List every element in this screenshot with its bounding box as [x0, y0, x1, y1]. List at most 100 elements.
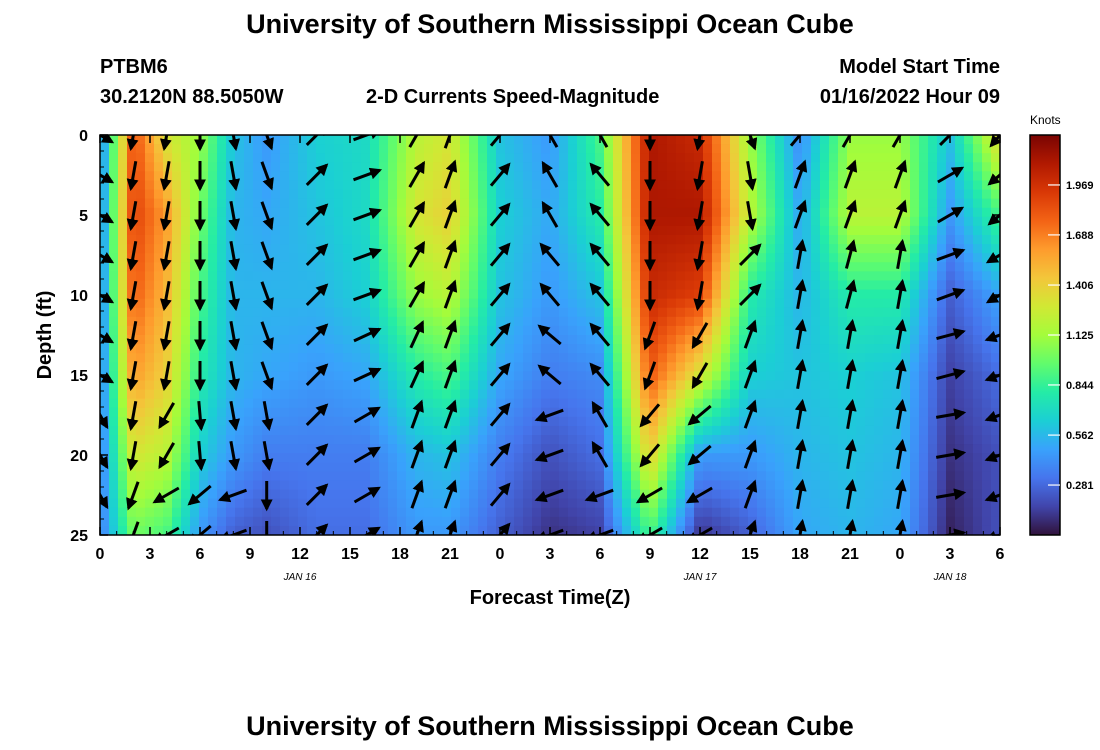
heatmap-cell — [775, 462, 785, 472]
heatmap-cell — [118, 453, 128, 463]
heatmap-cell — [325, 216, 335, 227]
heatmap-cell — [523, 344, 533, 354]
heatmap-cell — [748, 207, 758, 218]
heatmap-cell — [865, 380, 875, 391]
heatmap-cell — [406, 525, 416, 535]
heatmap-cell — [577, 180, 587, 191]
heatmap-cell — [244, 280, 254, 291]
heatmap-cell — [964, 425, 974, 436]
heatmap-cell — [235, 389, 245, 400]
current-arrow — [152, 526, 180, 535]
heatmap-cell — [100, 471, 110, 482]
heatmap-cell — [316, 435, 326, 445]
current-arrow — [743, 319, 758, 349]
heatmap-cell — [325, 180, 335, 191]
current-arrow — [639, 443, 661, 468]
heatmap-cell — [343, 235, 353, 245]
heatmap-cell — [856, 525, 866, 535]
heatmap-cell — [127, 362, 137, 372]
heatmap-cell — [343, 316, 353, 327]
heatmap-cell — [244, 462, 254, 472]
heatmap-cell — [181, 271, 191, 282]
heatmap-cell — [388, 271, 398, 282]
heatmap-cell — [568, 244, 578, 254]
current-arrow — [352, 207, 383, 222]
y-tick-label: 5 — [79, 208, 88, 225]
heatmap-cell — [568, 416, 578, 427]
heatmap-cell — [568, 162, 578, 172]
heatmap-cell — [217, 353, 227, 363]
heatmap-cell — [703, 307, 713, 318]
heatmap-cell — [253, 262, 263, 272]
heatmap-cell — [145, 435, 155, 445]
heatmap-cell — [100, 235, 110, 245]
heatmap-cell — [136, 135, 146, 145]
heatmap-cell — [316, 416, 326, 427]
heatmap-cell — [937, 298, 947, 309]
heatmap-cell — [172, 135, 182, 145]
heatmap-cell — [280, 435, 290, 445]
heatmap-cell — [595, 271, 605, 282]
heatmap-cell — [253, 398, 263, 409]
heatmap-cell — [334, 271, 344, 282]
heatmap-cell — [532, 180, 542, 191]
heatmap-cell — [577, 435, 587, 445]
current-arrow — [987, 173, 1000, 186]
heatmap-cell — [154, 298, 164, 309]
heatmap-cell — [820, 453, 830, 463]
heatmap-cell — [397, 335, 407, 345]
heatmap-cell — [181, 225, 191, 236]
heatmap-cell — [658, 307, 668, 318]
heatmap-cell — [487, 289, 497, 300]
heatmap-cell — [631, 489, 641, 500]
heatmap-cell — [433, 398, 443, 409]
heatmap-cell — [118, 471, 128, 482]
heatmap-cell — [559, 180, 569, 191]
heatmap-cell — [190, 444, 200, 454]
current-arrow — [844, 239, 857, 269]
heatmap-cell — [595, 198, 605, 209]
heatmap-cell — [568, 216, 578, 227]
heatmap-cell — [937, 144, 947, 154]
current-arrow — [936, 328, 966, 341]
current-arrow — [261, 400, 274, 432]
heatmap-cell — [487, 189, 497, 200]
heatmap-cell — [532, 480, 542, 491]
heatmap-cell — [343, 144, 353, 154]
heatmap-cell — [298, 198, 308, 209]
heatmap-cell — [865, 189, 875, 200]
current-arrow — [305, 243, 329, 266]
heatmap-cell — [253, 416, 263, 427]
heatmap-cell — [631, 253, 641, 263]
heatmap-cell — [586, 507, 596, 518]
heatmap-cell — [298, 471, 308, 482]
heatmap-cell — [703, 225, 713, 236]
heatmap-cell — [883, 425, 893, 436]
heatmap-cell — [964, 198, 974, 209]
heatmap-cell — [640, 516, 650, 527]
heatmap-cell — [208, 271, 218, 282]
heatmap-cell — [586, 235, 596, 245]
heatmap-cell — [730, 480, 740, 491]
heatmap-cell — [109, 144, 119, 154]
heatmap-cell — [379, 307, 389, 318]
heatmap-cell — [937, 207, 947, 218]
current-arrow — [100, 371, 115, 384]
heatmap-cell — [712, 362, 722, 372]
heatmap-cell — [739, 489, 749, 500]
heatmap-cell — [109, 225, 119, 236]
heatmap-cell — [289, 144, 299, 154]
heatmap-cell — [370, 316, 380, 327]
heatmap-cell — [721, 462, 731, 472]
heatmap-cell — [604, 507, 614, 518]
heatmap-cell — [289, 398, 299, 409]
heatmap-cell — [379, 425, 389, 436]
heatmap-cell — [649, 171, 659, 182]
heatmap-cell — [937, 389, 947, 400]
current-arrow — [260, 321, 274, 351]
heatmap-cell — [109, 244, 119, 254]
heatmap-cell — [433, 444, 443, 454]
heatmap-cell — [325, 362, 335, 372]
heatmap-cell — [883, 362, 893, 372]
heatmap-cell — [622, 253, 632, 263]
